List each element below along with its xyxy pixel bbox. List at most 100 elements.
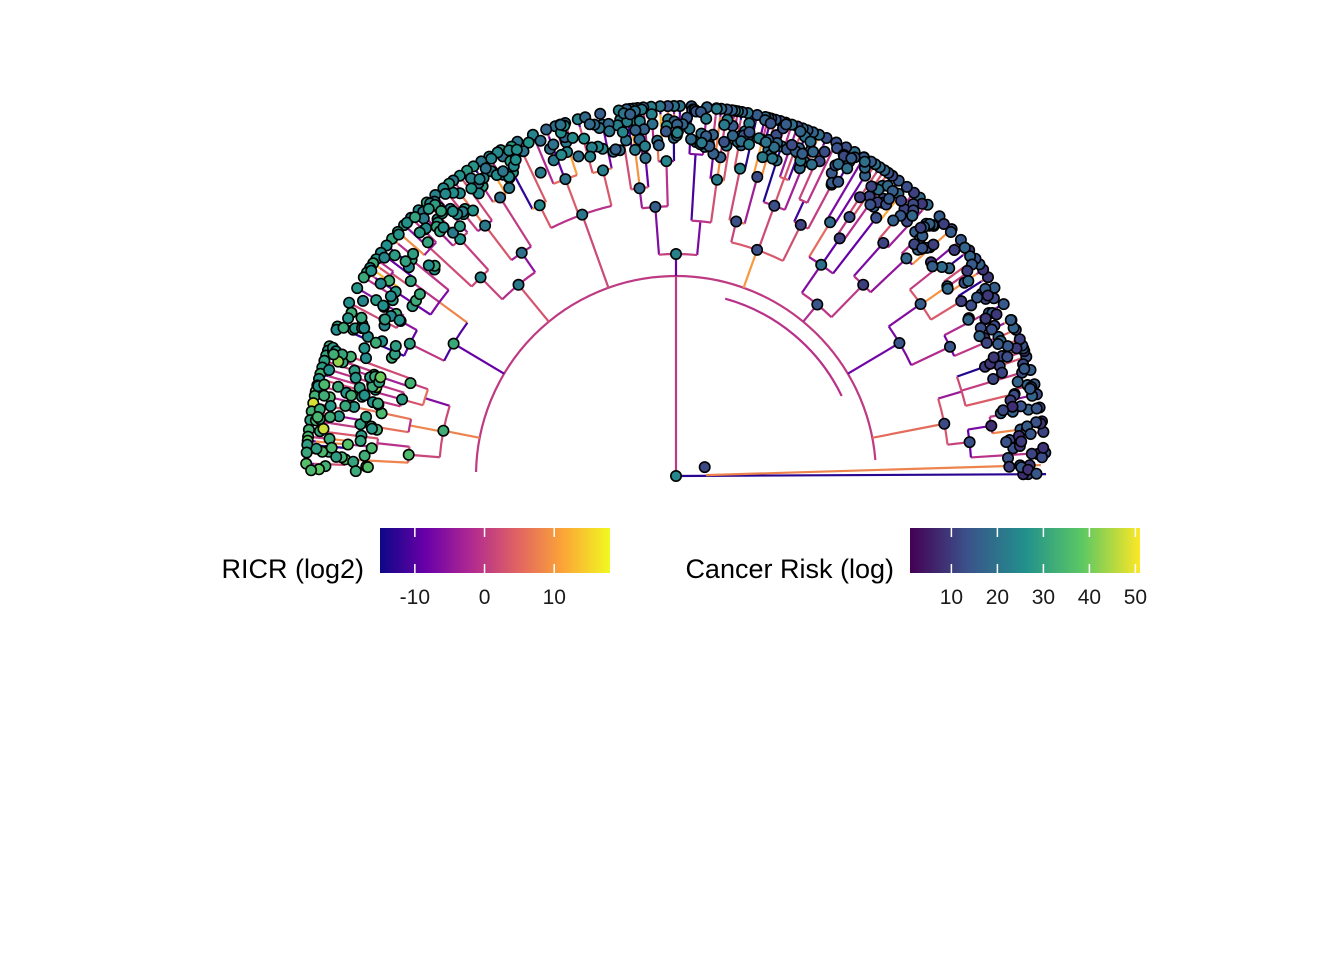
tree-tip-node (358, 342, 371, 355)
tree-internal-node (629, 143, 642, 156)
tree-tip-node (1018, 362, 1031, 375)
tree-plot-area (300, 100, 1052, 482)
tree-internal-node (751, 243, 764, 256)
tree-internal-node (794, 218, 807, 231)
tree-tip-node (422, 202, 435, 215)
tree-tip-node (1030, 467, 1043, 480)
tree-tip-node (941, 282, 954, 295)
tree-internal-node (559, 173, 572, 186)
tree-tip-node (327, 348, 340, 361)
tree-tip-node (384, 290, 397, 303)
tree-tip-node (374, 277, 387, 290)
tree-tip-node (1037, 441, 1050, 454)
tree-tip-node (962, 313, 975, 326)
tree-internal-node (479, 219, 492, 232)
tree-tip-node (916, 242, 929, 255)
tree-branch-edge (359, 386, 403, 401)
tree-tip-node (1001, 350, 1014, 363)
tree-tip-node (718, 135, 731, 148)
tree-tip-node (995, 366, 1008, 379)
tree-tip-node (864, 198, 877, 211)
tree-internal-node (402, 448, 415, 461)
tree-branch-edge (438, 301, 469, 324)
tree-tip-node (895, 194, 908, 207)
tree-tip-node (853, 191, 866, 204)
tree-branch-edge (634, 149, 642, 189)
tree-tip-node (365, 422, 378, 435)
tree-branch-edge (377, 442, 410, 448)
tree-internal-node (403, 337, 416, 350)
tree-internal-node (734, 162, 747, 175)
tree-branch-edge (709, 179, 719, 223)
tree-tip-node (785, 138, 798, 151)
tree-branch-edge (379, 267, 392, 277)
tree-internal-node (669, 469, 682, 482)
tree-branch-edge (459, 238, 490, 271)
cancer-risk-colorbar (910, 528, 1140, 573)
tree-tip-node (399, 255, 412, 268)
tree-tip-node (948, 244, 961, 257)
tree-branch-edge (403, 236, 426, 256)
tree-tip-node (305, 464, 318, 477)
tree-tip-node (638, 140, 651, 153)
tree-branch-edge (517, 284, 550, 323)
tree-tip-node (997, 404, 1010, 417)
tree-branch-edge (728, 168, 742, 221)
tree-tip-node (534, 134, 547, 147)
tree-tip-node (1004, 313, 1017, 326)
tree-tip-node (318, 378, 331, 391)
ricr-tick-label: 0 (479, 586, 491, 609)
tree-tip-node (554, 118, 567, 131)
cancer-risk-legend: Cancer Risk (log) 10 20 30 40 50 (685, 528, 1147, 609)
tree-tip-node (365, 442, 378, 455)
tree-internal-node (938, 417, 951, 430)
tree-tip-node (421, 236, 434, 249)
cancer-risk-tick-label: 30 (1032, 586, 1055, 609)
tree-tip-node (616, 126, 629, 139)
tree-internal-node (633, 182, 646, 195)
tree-tip-node (388, 249, 401, 262)
tree-internal-node (710, 173, 723, 186)
tree-branch-edge (424, 397, 451, 407)
tree-internal-node (533, 199, 546, 212)
tree-tip-node (437, 221, 450, 234)
tree-tip-node (603, 125, 616, 138)
tree-tip-node (339, 399, 352, 412)
cancer-risk-tick-label: 10 (940, 586, 963, 609)
tree-internal-node (870, 211, 883, 224)
tree-branch-edge (321, 420, 361, 429)
cancer-risk-tick-label: 40 (1078, 586, 1101, 609)
tree-branch-edge (534, 141, 555, 185)
tree-tip-node (371, 397, 384, 410)
tree-tip-node (324, 399, 337, 412)
tree-internal-node (811, 298, 824, 311)
tree-tip-node (466, 204, 479, 217)
tree-tip-node (485, 152, 498, 165)
tree-tip-node (360, 410, 373, 423)
tree-branch-edge (410, 258, 450, 291)
tree-tip-node (435, 205, 448, 218)
tree-branch-edge (742, 249, 759, 289)
tree-branch-edge (696, 221, 702, 256)
tree-branch-arc (691, 219, 712, 224)
tree-tip-node (1024, 427, 1037, 440)
tree-branch-edge (807, 184, 833, 230)
ricr-legend: RICR (log2) -10 0 10 (221, 528, 610, 609)
tree-branch-arc (779, 175, 789, 182)
tree-tip-node (818, 145, 831, 158)
tree-branch-arc (689, 152, 704, 156)
tree-tip-node (985, 323, 998, 336)
tree-tip-node (323, 363, 336, 376)
tree-tip-node (465, 182, 478, 195)
tree-tip-node (1003, 460, 1016, 473)
tree-branch-edge (888, 303, 922, 328)
ricr-tick-label: -10 (400, 586, 430, 609)
tree-internal-node (833, 232, 846, 245)
tree-branch-arc (798, 198, 808, 204)
tree-tip-node (357, 271, 370, 284)
tree-internal-node (349, 371, 362, 384)
tree-tip-node (365, 264, 378, 277)
tree-internal-node (404, 275, 417, 288)
tree-tip-node (422, 259, 435, 272)
tree-tip-node (710, 102, 723, 115)
